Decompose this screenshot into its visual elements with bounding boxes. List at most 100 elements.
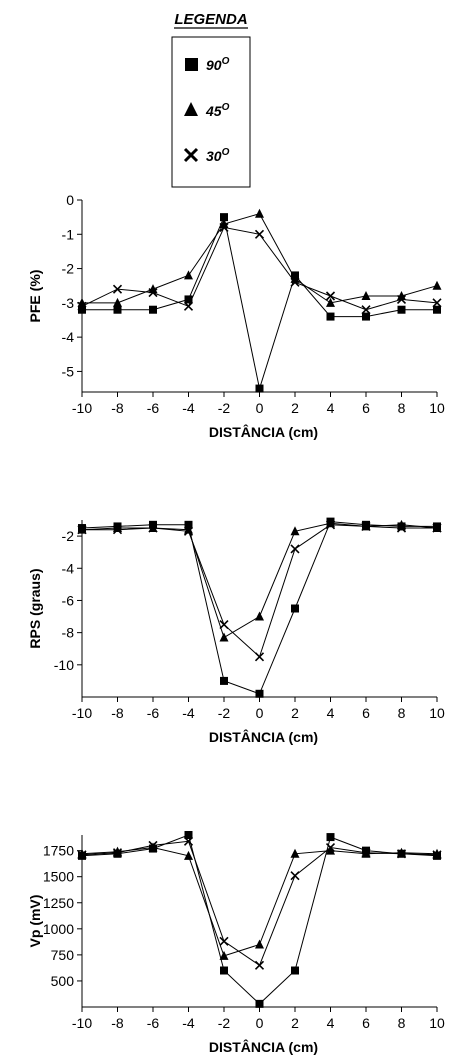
x-tick-label: -2 — [218, 1015, 231, 1031]
data-point — [184, 850, 193, 860]
y-tick-label: 1250 — [43, 895, 74, 911]
y-tick-label: -5 — [62, 363, 75, 379]
y-tick-label: -1 — [62, 226, 75, 242]
y-tick-label: 0 — [66, 192, 74, 208]
x-tick-label: 6 — [362, 705, 370, 721]
data-point — [326, 297, 335, 307]
x-axis-label: DISTÂNCIA (cm) — [209, 423, 318, 440]
data-point — [325, 520, 336, 530]
data-point — [148, 523, 158, 533]
x-tick-label: 6 — [362, 400, 370, 416]
data-point — [77, 850, 87, 860]
data-point — [290, 848, 300, 858]
data-point — [361, 848, 371, 858]
y-tick-label: 750 — [51, 947, 75, 963]
series-30 — [77, 222, 442, 315]
data-point — [290, 277, 300, 287]
data-point — [326, 833, 335, 842]
series-90 — [78, 831, 441, 1008]
legend-title: LEGENDA — [174, 11, 247, 28]
x-tick-label: 8 — [398, 1015, 406, 1031]
chart-pfe: 0 -1 -2 -3 -4 -5 -10 -8 -6 -4 -2 0 2 4 6 8 10 DISTÂNCIA (… — [27, 192, 445, 440]
data-point — [432, 850, 442, 860]
x-tick-label: 2 — [291, 705, 299, 721]
data-point — [112, 525, 123, 535]
x-tick-label: 4 — [327, 705, 335, 721]
y-tick-label: 1750 — [43, 843, 74, 859]
data-point — [432, 280, 442, 290]
data-point — [432, 848, 442, 858]
x-tick-label: -10 — [72, 705, 92, 721]
y-tick-label: 500 — [51, 973, 75, 989]
data-point — [397, 305, 406, 314]
x-tick-label: -4 — [182, 705, 195, 721]
data-point — [255, 384, 264, 393]
data-point — [78, 305, 86, 314]
legend-cross-marker-icon — [183, 147, 199, 163]
data-point — [113, 846, 122, 856]
data-point — [77, 848, 87, 858]
series-line — [82, 524, 437, 658]
y-tick-label: -8 — [62, 625, 75, 641]
x-tick-label: -8 — [111, 400, 124, 416]
series-45 — [77, 842, 442, 960]
data-point — [219, 936, 229, 946]
y-tick-label: -4 — [62, 560, 75, 576]
data-point — [113, 297, 122, 307]
x-tick-label: 8 — [398, 705, 406, 721]
data-point — [148, 840, 158, 850]
data-point — [361, 291, 371, 300]
x-tick-label: 0 — [256, 705, 264, 721]
y-tick-label: -2 — [62, 528, 75, 544]
series-line — [82, 215, 437, 391]
legend-item-superscript: O — [222, 56, 230, 67]
series-45 — [77, 518, 442, 642]
x-tick-label: -4 — [182, 1015, 195, 1031]
legend-item-value: 30 — [206, 148, 222, 164]
legend-square-marker-icon — [185, 58, 198, 71]
series-30 — [77, 520, 442, 662]
x-tick-label: -2 — [218, 400, 231, 416]
data-point — [325, 842, 336, 853]
data-point — [219, 222, 229, 232]
data-point — [113, 305, 122, 314]
data-point — [396, 523, 407, 533]
data-point — [219, 632, 229, 642]
legend: LEGENDA 90O 45O 30O — [171, 11, 251, 188]
legend-item-label: 90O — [206, 56, 230, 73]
legend-item-45: 45O — [184, 102, 230, 119]
data-point — [397, 847, 406, 857]
series-30 — [77, 836, 442, 970]
data-point — [148, 288, 158, 298]
x-tick-label: -4 — [182, 400, 195, 416]
data-point — [362, 312, 370, 321]
y-tick-label: -6 — [62, 592, 75, 608]
legend-item-superscript: O — [222, 102, 230, 113]
x-tick-label: 6 — [362, 1015, 370, 1031]
data-point — [183, 301, 194, 311]
y-tick-label: 1500 — [43, 869, 74, 885]
data-point — [220, 966, 228, 975]
data-point — [219, 620, 229, 630]
data-point — [291, 604, 299, 613]
legend-item-value: 90 — [206, 57, 222, 73]
data-point — [220, 213, 228, 222]
x-tick-label: -8 — [111, 1015, 124, 1031]
legend-triangle-marker-icon — [184, 102, 198, 116]
data-point — [77, 301, 87, 311]
data-point — [290, 544, 300, 554]
data-point — [433, 305, 441, 314]
legend-item-label: 45O — [205, 102, 230, 119]
chart-rps: -2 -4 -6 -8 -10 -10 -8 -6 -4 -2 0 2 4 6 8 10 DISTÂNCIA (… — [27, 517, 445, 745]
x-tick-label: 4 — [327, 400, 335, 416]
y-tick-label: -2 — [62, 261, 75, 277]
data-point — [184, 831, 193, 839]
series-line — [81, 226, 438, 311]
x-tick-label: 10 — [429, 1015, 445, 1031]
data-point — [254, 652, 265, 662]
legend-item-30: 30O — [183, 147, 230, 164]
x-tick-label: 0 — [256, 400, 264, 416]
x-tick-label: 2 — [291, 400, 299, 416]
data-point — [255, 999, 264, 1008]
x-axis-label: DISTÂNCIA (cm) — [209, 1038, 318, 1055]
